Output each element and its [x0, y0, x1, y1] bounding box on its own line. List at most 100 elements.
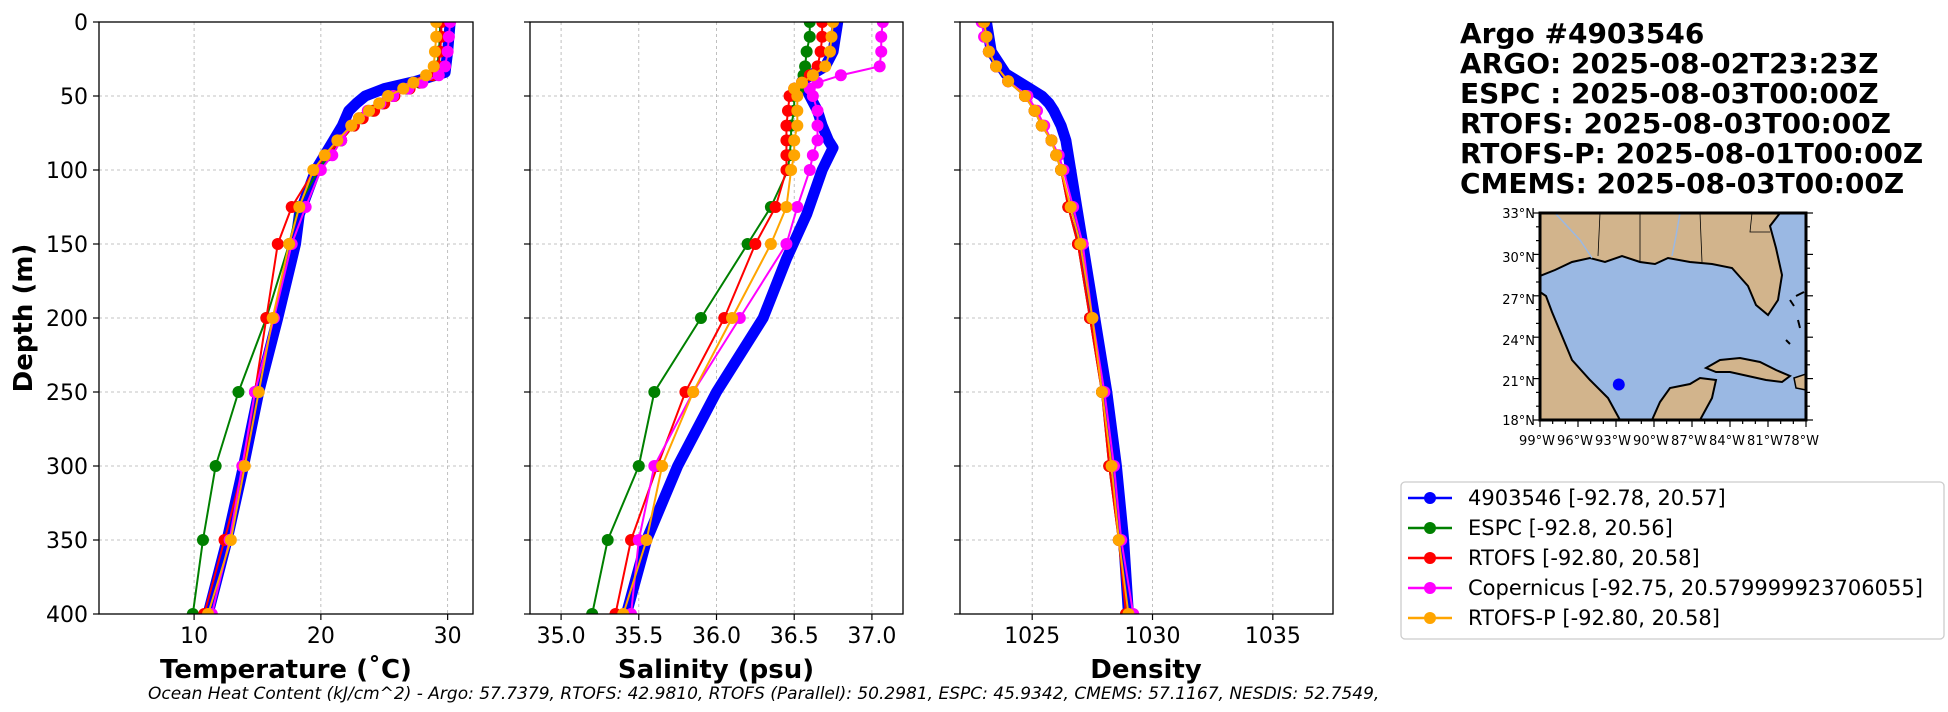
- profile-marker: [819, 60, 832, 73]
- y-tick-label: 300: [46, 455, 88, 480]
- x-tick-label: 1035: [1245, 624, 1301, 649]
- salinity-grid: [530, 21, 903, 615]
- profile-marker: [1018, 90, 1031, 102]
- profile-marker: [648, 386, 661, 398]
- map-lon-label: 87°W: [1671, 434, 1707, 449]
- legend-swatch-marker: [1424, 492, 1436, 504]
- map-lon-label: 90°W: [1633, 434, 1669, 449]
- profile-marker: [764, 238, 777, 250]
- profile-marker: [827, 22, 840, 28]
- temperature-axis-label: Temperature (˚C): [160, 654, 412, 685]
- profile-marker: [1035, 119, 1048, 132]
- hispaniola-island: [1793, 373, 1806, 391]
- map-lon-labels: 99°W 96°W 93°W 90°W 87°W 84°W 81°W 78°W: [1519, 434, 1819, 449]
- float-location-marker: [1612, 378, 1625, 391]
- profile-marker: [1086, 312, 1099, 324]
- info-title: Argo #4903546: [1460, 17, 1704, 50]
- map-lon-label: 96°W: [1557, 434, 1593, 449]
- legend-label: RTOFS-P [-92.80, 20.58]: [1468, 606, 1720, 630]
- profile-marker: [791, 201, 804, 213]
- profile-marker: [632, 460, 645, 472]
- y-tick-label: 250: [46, 381, 88, 406]
- profile-marker: [781, 104, 794, 117]
- profile-marker: [816, 22, 829, 28]
- ocean-heat-content-footer: Ocean Heat Content (kJ/cm^2) - Argo: 57.…: [148, 684, 1379, 704]
- profile-marker: [1074, 238, 1087, 250]
- map-frame: [1538, 211, 1808, 422]
- info-cmems-time: CMEMS: 2025-08-03T00:00Z: [1460, 167, 1904, 200]
- profile-marker: [293, 201, 306, 213]
- series-rtofs-p: [202, 22, 443, 614]
- profile-marker: [875, 45, 888, 58]
- x-tick-label: 1030: [1125, 624, 1181, 649]
- profile-marker: [800, 45, 813, 58]
- profile-marker: [803, 30, 816, 43]
- bahamas-islands: [1785, 291, 1805, 345]
- profile-marker: [982, 45, 995, 58]
- profile-marker: [780, 238, 793, 250]
- map-lon-label: 93°W: [1595, 434, 1631, 449]
- y-tick-label: 150: [46, 233, 88, 258]
- map-lat-label: 21°N: [1502, 375, 1535, 390]
- profile-marker: [791, 90, 804, 102]
- x-tick-label: 37.0: [847, 624, 896, 649]
- river-lines: [1554, 213, 1681, 259]
- profile-marker: [1002, 75, 1015, 88]
- location-map: 33°N 30°N 27°N 24°N 21°N 18°N 99°W 96°W …: [1502, 207, 1819, 449]
- state-borders: [1597, 213, 1770, 263]
- salinity-series: [586, 22, 889, 614]
- legend-swatch-marker: [1424, 522, 1436, 534]
- profile-marker: [439, 60, 452, 73]
- profile-marker: [780, 119, 793, 132]
- density-panel: 1025 1030 1035 Density: [954, 21, 1334, 685]
- legend-label: 4903546 [-92.78, 20.57]: [1468, 486, 1726, 510]
- map-lon-label: 78°W: [1783, 434, 1819, 449]
- y-tick-label: 0: [74, 11, 88, 36]
- map-lat-labels: 33°N 30°N 27°N 24°N 21°N 18°N: [1502, 207, 1535, 429]
- x-tick-label: 35.0: [537, 624, 586, 649]
- map-lat-label: 18°N: [1502, 414, 1535, 429]
- y-tick-label: 200: [46, 307, 88, 332]
- profile-marker: [307, 164, 320, 176]
- y-tick-label: 50: [60, 85, 88, 110]
- map-tick-marks: [1533, 212, 1813, 427]
- profile-marker: [420, 69, 433, 82]
- x-tick-label: 36.5: [770, 624, 819, 649]
- salinity-panel: 35.0 35.5 36.0 36.5 37.0 Salinity (psu): [524, 21, 904, 685]
- profile-marker: [814, 45, 827, 58]
- profile-marker: [427, 60, 440, 73]
- profile-marker: [875, 30, 888, 43]
- y-tick-label: 100: [46, 159, 88, 184]
- profile-marker: [656, 460, 669, 472]
- profile-marker: [232, 386, 245, 398]
- map-lon-label: 84°W: [1709, 434, 1745, 449]
- profile-marker: [382, 90, 395, 102]
- profile-marker: [318, 149, 331, 162]
- profile-marker: [352, 112, 365, 125]
- profile-marker: [799, 60, 812, 73]
- profile-marker: [444, 22, 457, 28]
- profile-line: [210, 22, 452, 614]
- map-lat-label: 30°N: [1502, 251, 1535, 266]
- profile-marker: [209, 460, 222, 472]
- profile-marker: [791, 104, 804, 117]
- map-lat-label: 33°N: [1502, 207, 1535, 222]
- profile-marker: [202, 608, 215, 614]
- profile-marker: [196, 534, 209, 546]
- profile-marker: [266, 312, 279, 324]
- profile-marker: [186, 608, 199, 614]
- profile-marker: [803, 164, 816, 176]
- profile-marker: [811, 104, 824, 117]
- profile-marker: [238, 460, 251, 472]
- profile-marker: [586, 608, 599, 614]
- profile-marker: [823, 45, 836, 58]
- profile-marker: [1105, 460, 1118, 472]
- profile-marker: [803, 22, 816, 28]
- profile-marker: [363, 104, 376, 117]
- density-axis-label: Density: [1090, 655, 1202, 685]
- profile-marker: [428, 45, 441, 58]
- legend: 4903546 [-92.78, 20.57] ESPC [-92.8, 20.…: [1400, 481, 1945, 640]
- profile-line: [980, 22, 1134, 614]
- profile-marker: [873, 60, 886, 73]
